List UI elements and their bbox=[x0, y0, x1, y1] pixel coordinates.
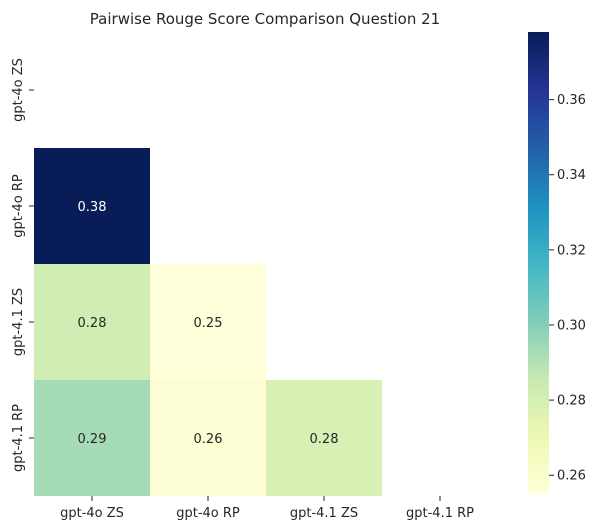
x-tick-label: gpt-4o RP bbox=[176, 506, 240, 521]
y-tick-label: gpt-4o RP bbox=[11, 174, 26, 238]
colorbar: 0.26 0.28 0.30 0.32 0.34 0.36 bbox=[528, 32, 586, 494]
cell-value-label: 0.38 bbox=[78, 200, 107, 215]
x-tick-label: gpt-4.1 RP bbox=[406, 506, 474, 521]
colorbar-tick-label: 0.34 bbox=[557, 168, 586, 183]
colorbar-tick-label: 0.28 bbox=[557, 394, 586, 409]
heatmap-cell bbox=[266, 380, 382, 496]
heatmap-cell bbox=[34, 148, 150, 264]
heatmap-cell bbox=[34, 380, 150, 496]
y-tick-label: gpt-4o ZS bbox=[11, 58, 26, 122]
heatmap-cell bbox=[150, 380, 266, 496]
chart-title: Pairwise Rouge Score Comparison Question… bbox=[90, 10, 440, 28]
colorbar-tick-label: 0.36 bbox=[557, 93, 586, 108]
y-tick-label: gpt-4.1 RP bbox=[11, 404, 26, 472]
heatmap-cell bbox=[34, 264, 150, 380]
colorbar-tick-label: 0.26 bbox=[557, 469, 586, 484]
x-tick-label: gpt-4o ZS bbox=[60, 506, 124, 521]
cell-value-label: 0.28 bbox=[310, 432, 339, 447]
colorbar-tick-label: 0.30 bbox=[557, 318, 586, 333]
y-axis: gpt-4o ZS gpt-4o RP gpt-4.1 ZS gpt-4.1 RP bbox=[11, 58, 34, 472]
cell-value-label: 0.28 bbox=[78, 316, 107, 331]
colorbar-tick-label: 0.32 bbox=[557, 243, 586, 258]
y-tick-label: gpt-4.1 ZS bbox=[11, 288, 26, 356]
cell-value-label: 0.29 bbox=[78, 432, 107, 447]
x-tick-label: gpt-4.1 ZS bbox=[290, 506, 358, 521]
cell-value-label: 0.25 bbox=[194, 316, 223, 331]
colorbar-gradient bbox=[528, 32, 549, 494]
heatmap-cells: 0.38 0.28 0.25 0.29 0.26 0.28 bbox=[34, 148, 382, 496]
cell-value-label: 0.26 bbox=[194, 432, 223, 447]
heatmap-cell bbox=[150, 264, 266, 380]
x-axis: gpt-4o ZS gpt-4o RP gpt-4.1 ZS gpt-4.1 RP bbox=[60, 496, 474, 521]
